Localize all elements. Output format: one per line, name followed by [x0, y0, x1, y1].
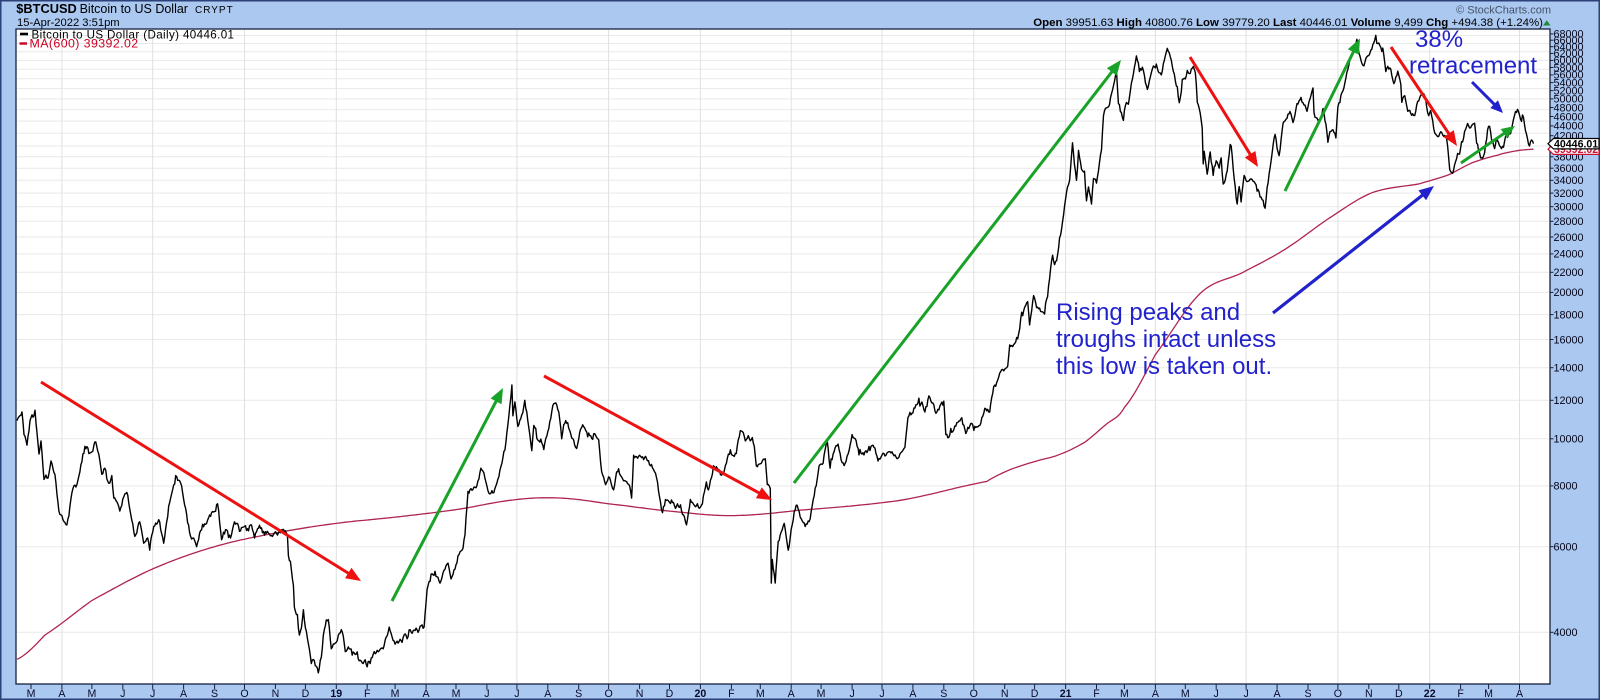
- svg-text:J: J: [1243, 688, 1248, 700]
- svg-text:M: M: [452, 688, 461, 700]
- svg-text:22: 22: [1424, 688, 1436, 700]
- svg-text:$BTCUSD: $BTCUSD: [16, 1, 76, 16]
- svg-text:J: J: [120, 688, 125, 700]
- svg-text:M: M: [1484, 688, 1493, 700]
- svg-text:22000: 22000: [1554, 267, 1584, 279]
- svg-text:A: A: [1516, 688, 1524, 700]
- svg-text:M: M: [87, 688, 96, 700]
- svg-text:A: A: [58, 688, 66, 700]
- svg-text:O: O: [1334, 688, 1342, 700]
- svg-text:D: D: [666, 688, 674, 700]
- svg-text:28000: 28000: [1554, 216, 1584, 228]
- svg-text:O: O: [604, 688, 612, 700]
- svg-text:54000: 54000: [1554, 77, 1584, 89]
- svg-text:12000: 12000: [1554, 395, 1584, 407]
- svg-text:48000: 48000: [1554, 102, 1584, 114]
- svg-text:4000: 4000: [1554, 627, 1578, 639]
- svg-text:38%: 38%: [1415, 26, 1463, 53]
- svg-text:32000: 32000: [1554, 188, 1584, 200]
- svg-text:M: M: [756, 688, 765, 700]
- svg-text:10000: 10000: [1554, 434, 1584, 446]
- svg-text:S: S: [1304, 688, 1311, 700]
- svg-text:20000: 20000: [1554, 287, 1584, 299]
- svg-text:62000: 62000: [1554, 48, 1584, 60]
- svg-text:30000: 30000: [1554, 202, 1584, 214]
- svg-text:MA(600) 39392.02: MA(600) 39392.02: [30, 37, 139, 51]
- svg-text:64000: 64000: [1554, 42, 1584, 54]
- svg-text:A: A: [909, 688, 917, 700]
- svg-text:J: J: [484, 688, 489, 700]
- svg-text:8000: 8000: [1554, 481, 1578, 493]
- svg-text:J: J: [1214, 688, 1219, 700]
- svg-text:O: O: [970, 688, 978, 700]
- svg-text:J: J: [879, 688, 884, 700]
- svg-text:A: A: [1274, 688, 1282, 700]
- svg-text:A: A: [544, 688, 552, 700]
- svg-text:Open 39951.63 High 40800.76 Lo: Open 39951.63 High 40800.76 Low 39779.20…: [1033, 17, 1543, 29]
- svg-text:66000: 66000: [1554, 35, 1584, 47]
- svg-text:60000: 60000: [1554, 55, 1584, 67]
- svg-text:18000: 18000: [1554, 309, 1584, 321]
- svg-text:46000: 46000: [1554, 111, 1584, 123]
- svg-text:N: N: [1001, 688, 1009, 700]
- svg-text:N: N: [1365, 688, 1373, 700]
- svg-text:O: O: [240, 688, 248, 700]
- svg-text:F: F: [1093, 688, 1100, 700]
- svg-text:retracement: retracement: [1409, 53, 1537, 80]
- svg-text:D: D: [1031, 688, 1039, 700]
- svg-text:J: J: [849, 688, 854, 700]
- svg-text:M: M: [817, 688, 826, 700]
- svg-text:34000: 34000: [1554, 175, 1584, 187]
- svg-text:A: A: [423, 688, 431, 700]
- svg-text:N: N: [636, 688, 644, 700]
- svg-text:CRYPT: CRYPT: [195, 5, 234, 16]
- svg-text:S: S: [940, 688, 947, 700]
- svg-text:F: F: [728, 688, 735, 700]
- svg-text:15-Apr-2022 3:51pm: 15-Apr-2022 3:51pm: [17, 17, 120, 29]
- svg-text:D: D: [1395, 688, 1403, 700]
- svg-text:58000: 58000: [1554, 62, 1584, 74]
- svg-text:N: N: [272, 688, 280, 700]
- svg-text:26000: 26000: [1554, 232, 1584, 244]
- svg-text:44000: 44000: [1554, 121, 1584, 133]
- svg-text:16000: 16000: [1554, 334, 1584, 346]
- svg-text:J: J: [150, 688, 155, 700]
- svg-text:S: S: [575, 688, 582, 700]
- svg-text:50000: 50000: [1554, 94, 1584, 106]
- svg-text:Bitcoin to US Dollar (Daily) 4: Bitcoin to US Dollar (Daily) 40446.01: [32, 28, 235, 41]
- svg-text:6000: 6000: [1554, 542, 1578, 554]
- svg-text:40446.01: 40446.01: [1554, 139, 1598, 151]
- svg-text:F: F: [364, 688, 371, 700]
- svg-text:20: 20: [695, 688, 707, 700]
- svg-text:M: M: [1120, 688, 1129, 700]
- svg-text:56000: 56000: [1554, 70, 1584, 82]
- svg-text:A: A: [788, 688, 796, 700]
- svg-text:S: S: [211, 688, 218, 700]
- svg-text:14000: 14000: [1554, 363, 1584, 375]
- svg-text:A: A: [1152, 688, 1160, 700]
- svg-text:troughs intact unless: troughs intact unless: [1056, 326, 1276, 353]
- svg-text:Rising peaks and: Rising peaks and: [1056, 299, 1240, 326]
- svg-text:M: M: [27, 688, 36, 700]
- svg-text:21: 21: [1060, 688, 1072, 700]
- svg-text:© StockCharts.com: © StockCharts.com: [1456, 5, 1551, 17]
- svg-text:F: F: [1457, 688, 1464, 700]
- svg-text:M: M: [1181, 688, 1190, 700]
- svg-text:52000: 52000: [1554, 85, 1584, 97]
- svg-text:19: 19: [330, 688, 342, 700]
- svg-text:D: D: [302, 688, 310, 700]
- svg-text:68000: 68000: [1554, 29, 1584, 41]
- svg-text:36000: 36000: [1554, 163, 1584, 175]
- svg-text:M: M: [391, 688, 400, 700]
- svg-text:this low is taken out.: this low is taken out.: [1056, 353, 1272, 380]
- svg-text:24000: 24000: [1554, 249, 1584, 261]
- svg-text:J: J: [514, 688, 519, 700]
- svg-text:Bitcoin to US Dollar: Bitcoin to US Dollar: [80, 2, 188, 16]
- svg-text:A: A: [180, 688, 188, 700]
